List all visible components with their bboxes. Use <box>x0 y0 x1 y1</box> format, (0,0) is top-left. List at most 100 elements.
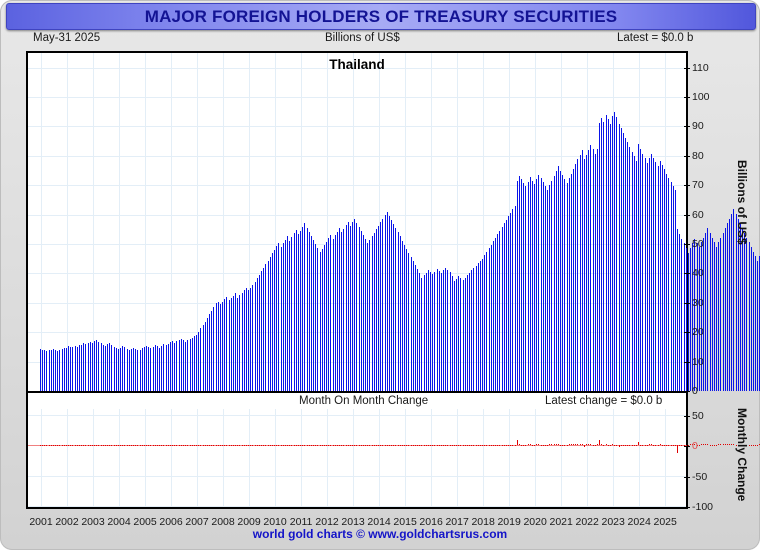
data-bar <box>42 349 44 391</box>
data-bar <box>185 341 187 391</box>
change-bar <box>664 445 666 447</box>
change-bar <box>304 444 306 446</box>
data-bar <box>44 350 46 391</box>
data-bar <box>590 145 592 391</box>
data-bar <box>94 341 96 391</box>
change-bar <box>209 444 210 446</box>
data-bar <box>135 349 137 391</box>
change-bar <box>395 445 397 447</box>
change-bar <box>627 445 629 447</box>
data-bar <box>219 304 221 391</box>
data-bar <box>696 242 698 391</box>
data-bar <box>287 236 289 391</box>
data-bar <box>458 276 460 391</box>
data-bar <box>744 232 746 391</box>
change-bar <box>148 445 150 447</box>
data-bar <box>326 241 328 391</box>
change-bar <box>599 440 601 446</box>
data-bar <box>237 297 239 391</box>
data-bar <box>68 346 70 391</box>
data-bar <box>603 121 605 391</box>
change-bar <box>107 445 109 447</box>
change-bar <box>742 445 744 447</box>
change-bar <box>694 444 696 446</box>
data-bar <box>176 341 178 391</box>
data-bar <box>460 278 462 391</box>
change-bar <box>243 444 245 446</box>
change-bar <box>698 445 700 447</box>
gridline-vertical <box>379 409 381 507</box>
change-bar <box>477 444 479 446</box>
data-bar <box>627 142 629 391</box>
data-bar <box>395 228 397 391</box>
change-bar <box>352 444 354 446</box>
data-bar <box>575 164 577 391</box>
data-bar <box>709 232 711 391</box>
data-bar <box>531 180 533 391</box>
data-bar <box>193 336 195 391</box>
change-bar <box>169 445 171 447</box>
change-bar <box>133 445 135 447</box>
change-bar <box>551 444 553 446</box>
gridline-vertical <box>379 53 381 391</box>
data-bar <box>700 242 702 391</box>
change-bar <box>174 445 176 447</box>
change-bar <box>562 445 564 447</box>
change-bar <box>295 444 297 446</box>
data-bar <box>464 277 466 391</box>
data-bar <box>501 226 503 391</box>
change-bar <box>687 445 689 447</box>
data-bar <box>748 242 750 391</box>
y-tick-mark <box>684 244 690 246</box>
data-bar <box>174 342 176 391</box>
change-bar <box>700 444 702 446</box>
change-bar <box>553 444 555 446</box>
change-bar <box>616 445 618 447</box>
data-bar <box>371 236 373 391</box>
data-bar <box>310 235 312 391</box>
gridline-vertical <box>93 409 95 507</box>
change-bar <box>609 445 611 447</box>
data-bar <box>85 343 87 391</box>
change-bar <box>508 444 510 446</box>
window-title: MAJOR FOREIGN HOLDERS OF TREASURY SECURI… <box>144 6 618 26</box>
change-bar <box>518 444 520 446</box>
data-bar <box>471 270 473 391</box>
change-bar <box>690 444 692 446</box>
change-bar <box>163 445 165 447</box>
x-tick-label: 2006 <box>159 516 183 528</box>
gridline-horizontal <box>28 126 686 128</box>
change-bar <box>525 445 527 447</box>
gridline-vertical <box>41 409 42 507</box>
change-bar <box>724 444 726 446</box>
data-bar <box>542 181 544 391</box>
data-bar <box>399 236 401 391</box>
change-bar <box>635 445 637 447</box>
change-bar <box>241 444 243 446</box>
change-bar <box>83 445 85 447</box>
change-bar <box>87 445 89 447</box>
change-bar <box>668 445 670 447</box>
change-bar <box>737 445 739 447</box>
data-bar <box>687 252 689 391</box>
change-bar <box>96 445 98 447</box>
x-tick-label: 2024 <box>627 516 651 528</box>
change-bar <box>146 445 148 447</box>
change-bar <box>620 445 622 447</box>
change-bar <box>308 445 310 447</box>
data-bar <box>302 226 304 391</box>
data-bar <box>490 244 492 391</box>
x-tick-label: 2020 <box>523 516 547 528</box>
change-bar <box>744 445 746 447</box>
data-bar <box>672 185 674 391</box>
data-bar <box>78 345 80 391</box>
change-bar <box>451 445 453 447</box>
data-bar <box>250 287 252 391</box>
change-bar <box>48 445 50 447</box>
data-bar <box>412 261 414 391</box>
y-tick-label: 60 <box>692 208 704 221</box>
data-bar <box>122 346 124 391</box>
data-bar <box>83 343 85 391</box>
data-bar <box>570 173 572 391</box>
change-bar <box>245 444 247 446</box>
